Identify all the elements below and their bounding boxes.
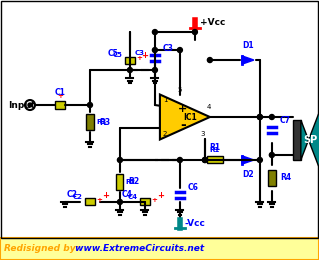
Circle shape <box>269 152 274 158</box>
Text: Redisigned by:: Redisigned by: <box>4 244 79 254</box>
Circle shape <box>207 57 212 63</box>
Text: www.ExtremeCircuits.net: www.ExtremeCircuits.net <box>72 244 204 254</box>
Text: C4: C4 <box>122 191 133 199</box>
Text: 2: 2 <box>163 132 167 138</box>
Text: +Vcc: +Vcc <box>200 18 225 27</box>
Text: +: + <box>57 93 63 99</box>
Circle shape <box>257 158 262 162</box>
Circle shape <box>177 48 182 53</box>
Text: 5: 5 <box>178 87 182 93</box>
Text: +: + <box>141 50 148 60</box>
Circle shape <box>28 103 32 107</box>
Bar <box>0 238 319 260</box>
Circle shape <box>117 158 122 162</box>
Circle shape <box>202 158 207 162</box>
Circle shape <box>202 158 207 162</box>
Bar <box>293 120 301 160</box>
Text: 3: 3 <box>200 132 205 138</box>
Polygon shape <box>160 95 210 140</box>
Text: 4: 4 <box>207 104 211 110</box>
Bar <box>116 174 123 190</box>
Text: +: + <box>157 191 164 200</box>
Circle shape <box>117 199 122 204</box>
Bar <box>55 101 65 109</box>
Text: C3: C3 <box>135 50 145 56</box>
Text: 1: 1 <box>163 96 167 102</box>
Bar <box>268 170 276 186</box>
Text: SP: SP <box>304 135 318 145</box>
Polygon shape <box>242 56 254 64</box>
Circle shape <box>269 114 274 120</box>
Circle shape <box>257 114 262 120</box>
Text: +: + <box>96 197 102 203</box>
Text: C4: C4 <box>128 194 138 200</box>
Text: +: + <box>178 104 188 114</box>
Text: +: + <box>136 55 142 61</box>
Circle shape <box>152 30 157 35</box>
Text: R3: R3 <box>96 119 106 125</box>
Circle shape <box>152 48 157 53</box>
Circle shape <box>257 114 262 120</box>
Text: R1: R1 <box>210 147 220 153</box>
Text: R3: R3 <box>99 118 110 127</box>
Bar <box>125 56 135 63</box>
Text: C6: C6 <box>188 184 199 192</box>
Text: -: - <box>180 118 186 132</box>
Circle shape <box>152 68 157 73</box>
Text: R2: R2 <box>128 178 139 186</box>
Circle shape <box>127 68 132 73</box>
Text: -Vcc: -Vcc <box>185 219 206 229</box>
Circle shape <box>177 158 182 162</box>
Circle shape <box>192 30 197 35</box>
Text: C7: C7 <box>280 115 291 125</box>
Text: IC1: IC1 <box>183 113 197 121</box>
Polygon shape <box>242 156 254 164</box>
Text: C5: C5 <box>113 52 123 58</box>
Text: Input: Input <box>8 101 35 109</box>
Text: D1: D1 <box>242 41 254 50</box>
Text: R4: R4 <box>280 173 291 183</box>
Text: C3: C3 <box>163 43 174 53</box>
Polygon shape <box>301 108 319 172</box>
Bar <box>140 198 150 205</box>
Text: R2: R2 <box>125 179 136 185</box>
Text: +: + <box>151 197 157 203</box>
Text: D2: D2 <box>242 170 254 179</box>
Text: R1: R1 <box>209 143 220 152</box>
Text: +: + <box>102 191 109 200</box>
Bar <box>85 198 95 205</box>
Text: C2: C2 <box>67 191 78 199</box>
Circle shape <box>87 102 93 108</box>
Text: C1: C1 <box>55 88 65 97</box>
Text: C2: C2 <box>73 194 83 200</box>
Bar <box>207 157 223 164</box>
Bar <box>86 114 94 130</box>
Text: C5: C5 <box>107 49 118 57</box>
